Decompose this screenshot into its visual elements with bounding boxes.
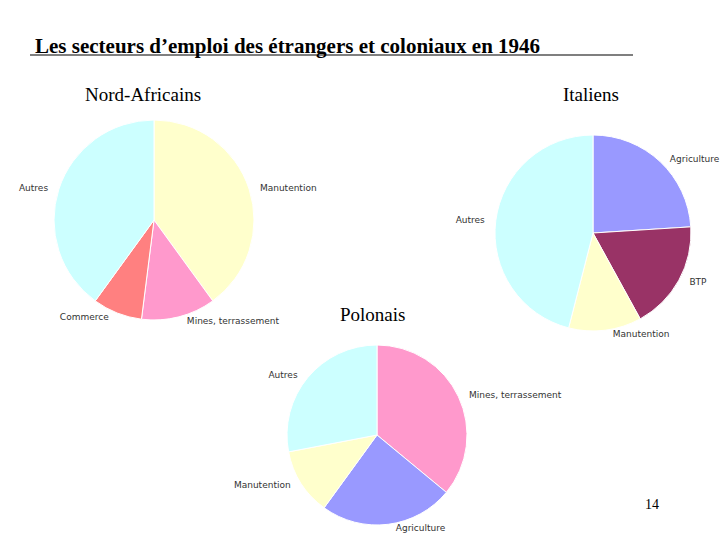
svg-text:Manutention: Manutention [234, 480, 291, 490]
svg-text:Autres: Autres [268, 370, 297, 380]
svg-text:Italiens: Italiens [563, 84, 619, 105]
svg-text:BTP: BTP [689, 277, 707, 287]
svg-text:Mines, terrassement: Mines, terrassement [187, 316, 280, 326]
svg-text:Autres: Autres [456, 215, 485, 225]
svg-text:14: 14 [645, 497, 659, 512]
svg-text:Mines, terrassement: Mines, terrassement [469, 390, 562, 400]
svg-text:Manutention: Manutention [613, 329, 670, 339]
svg-text:Commerce: Commerce [60, 312, 109, 322]
svg-text:Nord-Africains: Nord-Africains [85, 84, 201, 105]
svg-text:Les secteurs d’emploi des étra: Les secteurs d’emploi des étrangers et c… [35, 34, 540, 58]
svg-text:Agriculture: Agriculture [670, 154, 720, 164]
svg-text:Polonais: Polonais [340, 304, 405, 325]
svg-text:Agriculture: Agriculture [396, 523, 446, 533]
svg-text:Autres: Autres [19, 183, 48, 193]
svg-text:Manutention: Manutention [260, 183, 317, 193]
